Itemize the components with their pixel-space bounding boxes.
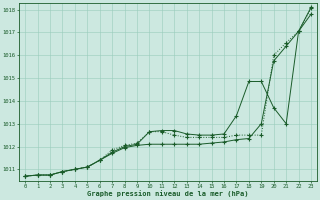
- X-axis label: Graphe pression niveau de la mer (hPa): Graphe pression niveau de la mer (hPa): [87, 190, 249, 197]
